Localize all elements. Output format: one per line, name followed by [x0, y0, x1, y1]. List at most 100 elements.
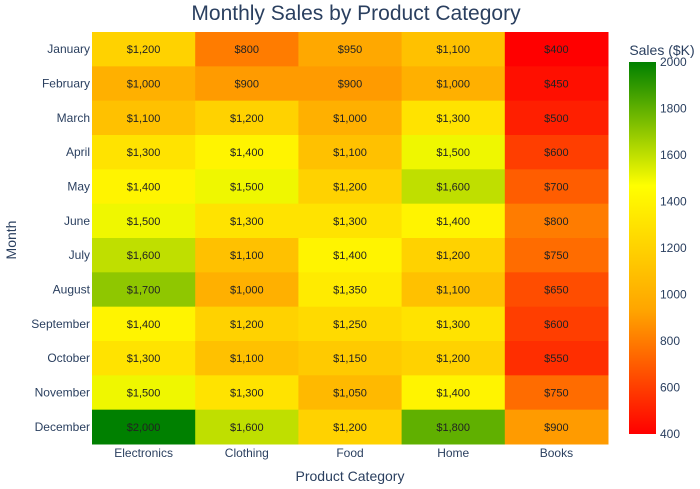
cell-label: $1,200 — [333, 182, 367, 194]
colorbar-tick-label: 1600 — [660, 148, 687, 162]
cell-label: $1,100 — [436, 285, 470, 297]
heatmap-cell — [92, 135, 196, 170]
cell-label: $900 — [544, 422, 568, 434]
cell-label: $1,500 — [230, 182, 264, 194]
cell-label: $1,200 — [127, 44, 161, 56]
heatmap-cell — [195, 409, 299, 445]
cell-label: $1,300 — [230, 216, 264, 228]
cell-label: $450 — [544, 79, 568, 91]
heatmap-cell — [298, 32, 403, 67]
heatmap-cell — [92, 272, 196, 308]
x-tick-label: Food — [336, 446, 363, 460]
heatmap-cell — [195, 169, 299, 205]
colorbar-tick-label: 1800 — [660, 102, 687, 116]
cell-label: $1,400 — [230, 147, 264, 159]
x-tick-label: Clothing — [225, 446, 269, 460]
colorbar: Sales ($K) 400 600 800 1000 1200 1400 1600 1800… — [629, 42, 695, 441]
cell-label: $1,300 — [436, 319, 470, 331]
heatmap-cell — [92, 100, 196, 136]
heatmap-cell — [401, 375, 506, 411]
y-tick-label: May — [67, 180, 90, 194]
x-tick-label: Home — [437, 446, 469, 460]
x-axis-label: Product Category — [296, 468, 405, 484]
heatmap-cell — [401, 135, 506, 170]
colorbar-tick-label: 2000 — [660, 55, 687, 69]
heatmap-cell — [195, 238, 299, 273]
heatmap-cell — [195, 135, 299, 170]
cell-label: $550 — [544, 353, 568, 365]
heatmap-cell — [92, 169, 196, 205]
cell-label: $400 — [544, 44, 568, 56]
heatmap-cell — [504, 203, 609, 239]
cell-label: $1,500 — [436, 147, 470, 159]
heatmap-cell — [401, 409, 506, 445]
cell-label: $1,200 — [230, 113, 264, 125]
heatmap-cell — [195, 341, 299, 376]
colorbar-tick-label: 600 — [660, 381, 680, 395]
heatmap-cell — [298, 341, 403, 376]
cell-label: $1,100 — [333, 147, 367, 159]
chart-title: Monthly Sales by Product Category — [191, 2, 521, 25]
cell-label: $1,250 — [333, 319, 367, 331]
cell-label: $500 — [544, 113, 568, 125]
y-tick-label: January — [47, 42, 90, 56]
x-tick-label: Electronics — [114, 446, 173, 460]
cell-label: $1,100 — [436, 44, 470, 56]
cell-label: $1,000 — [127, 79, 161, 91]
heatmap-cell — [92, 409, 196, 445]
cell-label: $1,600 — [436, 182, 470, 194]
cell-label: $1,200 — [333, 422, 367, 434]
cell-label: $700 — [544, 182, 568, 194]
heatmap-cell — [298, 409, 403, 445]
cell-label: $1,100 — [127, 113, 161, 125]
heatmap-cell — [195, 203, 299, 239]
cell-label: $900 — [338, 79, 362, 91]
colorbar-ticks: 400 600 800 1000 1200 1400 1600 1800 2000 — [660, 55, 687, 441]
colorbar-tick-label: 800 — [660, 334, 680, 348]
heatmap-cell — [195, 272, 299, 308]
heatmap-cell — [92, 375, 196, 411]
heatmap-cell — [195, 306, 299, 342]
y-tick-label: December — [35, 420, 90, 434]
y-tick-label: November — [35, 386, 90, 400]
cell-label: $600 — [544, 319, 568, 331]
heatmap-cell — [504, 100, 609, 136]
heatmap-cell — [195, 100, 299, 136]
y-tick-label: February — [42, 77, 90, 91]
y-tick-label: September — [31, 317, 90, 331]
cell-label: $750 — [544, 388, 568, 400]
heatmap-cell — [298, 66, 403, 102]
heatmap-cell — [401, 66, 506, 102]
cell-label: $1,400 — [127, 182, 161, 194]
cell-label: $1,000 — [436, 79, 470, 91]
cell-label: $1,700 — [127, 285, 161, 297]
colorbar-tick-label: 400 — [660, 427, 680, 441]
colorbar-title: Sales ($K) — [629, 42, 694, 58]
cell-label: $1,000 — [333, 113, 367, 125]
heatmap-cells: $1,200 $800 $950 $1,100 $400 $1,000 $900 $900 $1… — [92, 32, 609, 445]
heatmap-cell — [195, 375, 299, 411]
cell-label: $1,400 — [127, 319, 161, 331]
cell-label: $1,500 — [127, 388, 161, 400]
heatmap-cell — [401, 306, 506, 342]
heatmap-cell — [504, 32, 609, 67]
colorbar-tick-label: 1000 — [660, 288, 687, 302]
cell-label: $750 — [544, 250, 568, 262]
x-tick-label: Books — [540, 446, 573, 460]
cell-label: $1,800 — [436, 422, 470, 434]
cell-label: $1,300 — [333, 216, 367, 228]
y-tick-label: October — [47, 351, 90, 365]
cell-label: $1,200 — [230, 319, 264, 331]
heatmap-cell — [92, 203, 196, 239]
heatmap-cell — [195, 32, 299, 67]
heatmap-cell — [401, 203, 506, 239]
heatmap-cell — [504, 375, 609, 411]
heatmap-cell — [92, 238, 196, 273]
cell-label: $1,400 — [436, 216, 470, 228]
y-tick-label: April — [66, 145, 90, 159]
cell-label: $1,400 — [333, 250, 367, 262]
cell-label: $900 — [235, 79, 259, 91]
heatmap-cell — [401, 32, 506, 67]
heatmap-cell — [504, 341, 609, 376]
